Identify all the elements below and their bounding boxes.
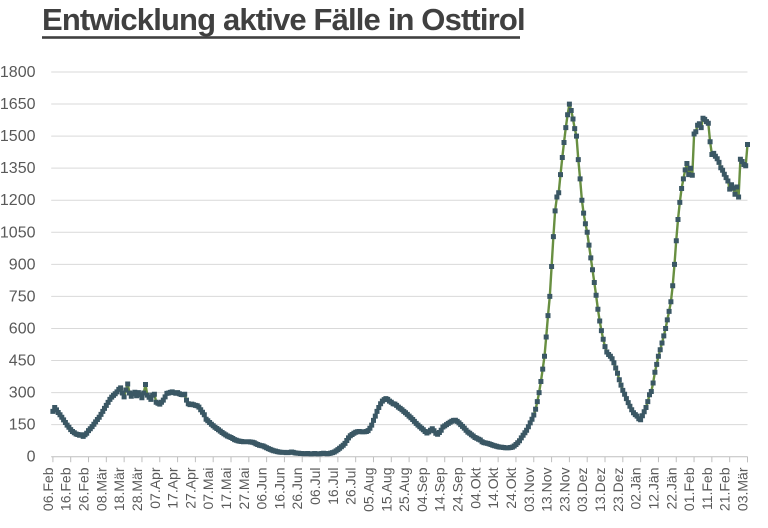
svg-text:25.Aug: 25.Aug	[396, 468, 412, 512]
svg-text:08.Mär: 08.Mär	[93, 467, 109, 511]
svg-text:1350: 1350	[0, 160, 36, 177]
svg-text:26.Feb: 26.Feb	[76, 467, 92, 511]
svg-text:04.Okt: 04.Okt	[467, 467, 483, 508]
svg-text:13.Dez: 13.Dez	[592, 468, 608, 512]
svg-text:300: 300	[9, 385, 36, 402]
svg-text:450: 450	[9, 353, 36, 370]
svg-text:02.Jän: 02.Jän	[628, 468, 644, 510]
svg-text:14.Okt: 14.Okt	[485, 467, 501, 508]
svg-text:07.Mai: 07.Mai	[200, 468, 216, 510]
svg-text:18.Mär: 18.Mär	[111, 467, 127, 511]
svg-text:24.Sep: 24.Sep	[450, 467, 466, 512]
svg-text:17.Apr: 17.Apr	[165, 467, 181, 509]
svg-text:26.Jul: 26.Jul	[343, 468, 359, 505]
svg-text:1050: 1050	[0, 224, 36, 241]
svg-text:23.Nov: 23.Nov	[556, 468, 572, 512]
svg-text:11.Feb: 11.Feb	[699, 467, 715, 510]
svg-text:15.Aug: 15.Aug	[378, 468, 394, 512]
svg-text:1800: 1800	[0, 64, 36, 81]
svg-text:04.Sep: 04.Sep	[414, 467, 430, 512]
svg-text:13.Nov: 13.Nov	[539, 468, 555, 512]
svg-text:12.Jän: 12.Jän	[645, 468, 661, 510]
svg-text:Entwicklung aktive Fälle in Os: Entwicklung aktive Fälle in Osttirol	[42, 2, 525, 37]
svg-text:27.Mai: 27.Mai	[236, 468, 252, 510]
svg-text:600: 600	[9, 321, 36, 338]
svg-text:22.Jän: 22.Jän	[663, 468, 679, 510]
svg-text:27.Apr: 27.Apr	[182, 467, 198, 509]
svg-text:07.Apr: 07.Apr	[147, 467, 163, 509]
svg-text:16.Jun: 16.Jun	[271, 468, 287, 510]
svg-text:14.Sep: 14.Sep	[432, 467, 448, 512]
svg-text:01.Feb: 01.Feb	[681, 467, 697, 511]
svg-text:06.Feb: 06.Feb	[40, 467, 56, 511]
svg-text:26.Jun: 26.Jun	[289, 468, 305, 510]
svg-text:03.Nov: 03.Nov	[521, 468, 537, 512]
svg-text:05.Aug: 05.Aug	[360, 468, 376, 512]
svg-text:03.Mär: 03.Mär	[734, 467, 750, 511]
svg-text:16.Feb: 16.Feb	[58, 467, 74, 511]
svg-text:06.Jun: 06.Jun	[254, 468, 270, 510]
svg-text:23.Dez: 23.Dez	[610, 468, 626, 512]
svg-text:06.Jul: 06.Jul	[307, 468, 323, 505]
svg-text:150: 150	[9, 417, 36, 434]
svg-text:1650: 1650	[0, 96, 36, 113]
svg-text:16.Jul: 16.Jul	[325, 468, 341, 505]
svg-text:0: 0	[27, 449, 36, 466]
svg-text:1500: 1500	[0, 128, 36, 145]
svg-text:28.Mär: 28.Mär	[129, 467, 145, 511]
svg-text:900: 900	[9, 256, 36, 273]
svg-text:1200: 1200	[0, 192, 36, 209]
svg-text:21.Feb: 21.Feb	[717, 467, 733, 511]
svg-text:750: 750	[9, 288, 36, 305]
svg-text:03.Dez: 03.Dez	[574, 468, 590, 512]
svg-text:17.Mai: 17.Mai	[218, 468, 234, 510]
svg-text:24.Okt: 24.Okt	[503, 467, 519, 508]
